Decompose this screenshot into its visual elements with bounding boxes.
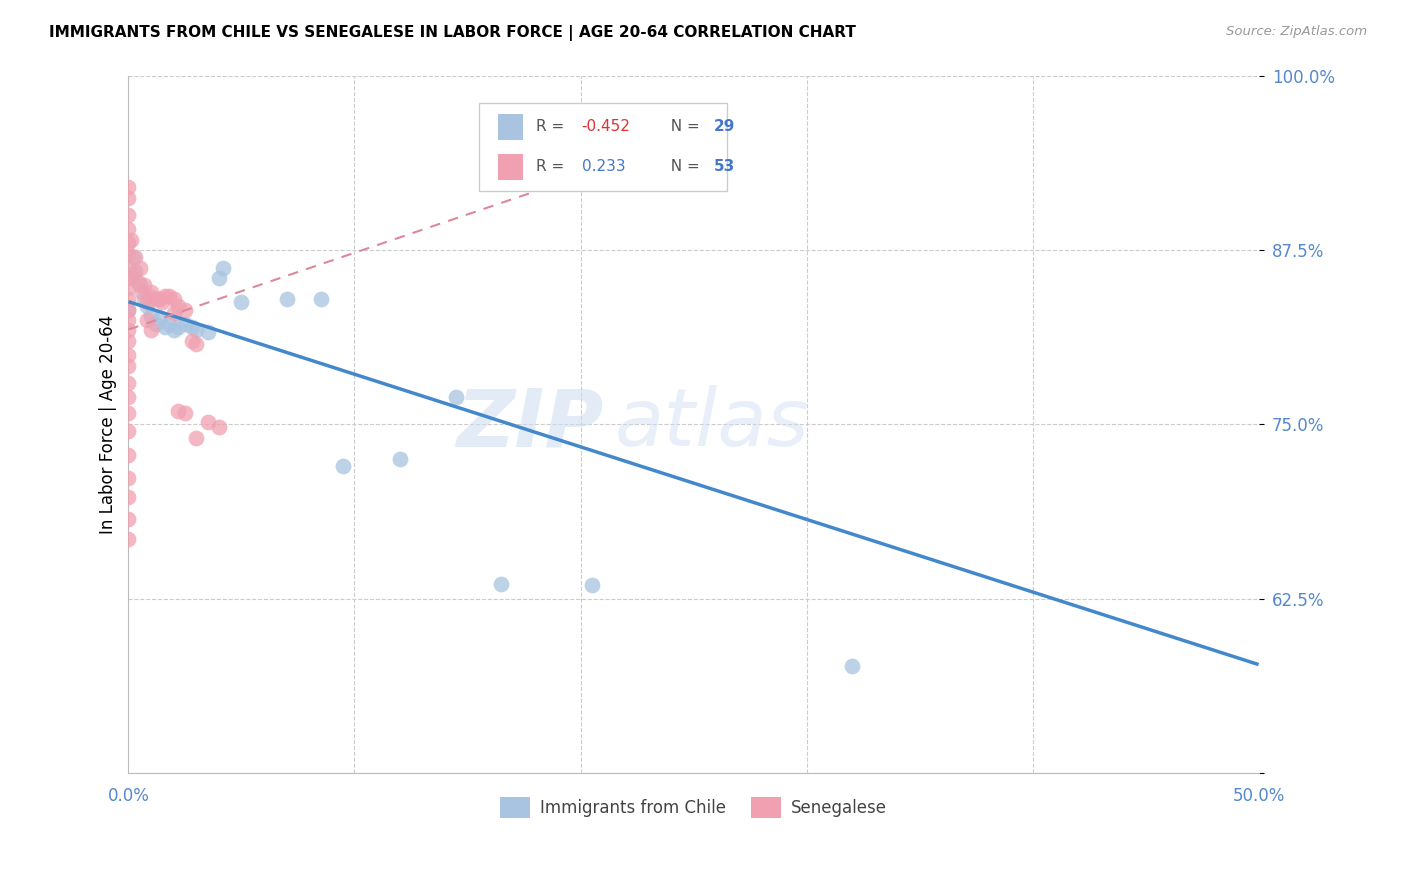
Text: ZIP: ZIP — [456, 385, 603, 464]
Y-axis label: In Labor Force | Age 20-64: In Labor Force | Age 20-64 — [100, 315, 117, 534]
Point — [117, 390, 139, 404]
Text: 53: 53 — [714, 160, 735, 175]
Point — [153, 289, 176, 303]
Point — [124, 250, 146, 264]
Text: N =: N = — [661, 160, 704, 175]
Point — [117, 359, 139, 373]
Point — [117, 406, 139, 420]
Point — [197, 326, 219, 340]
Point — [135, 313, 157, 327]
Point — [388, 452, 411, 467]
Point — [117, 490, 139, 504]
Text: IMMIGRANTS FROM CHILE VS SENEGALESE IN LABOR FORCE | AGE 20-64 CORRELATION CHART: IMMIGRANTS FROM CHILE VS SENEGALESE IN L… — [49, 25, 856, 41]
FancyBboxPatch shape — [479, 103, 727, 191]
Point — [145, 292, 167, 306]
Point — [117, 334, 139, 348]
Point — [167, 299, 190, 313]
Point — [444, 390, 467, 404]
Point — [117, 303, 139, 318]
Text: R =: R = — [537, 120, 569, 135]
Point — [208, 271, 231, 285]
Point — [117, 470, 139, 484]
Point — [128, 277, 150, 292]
Point — [145, 317, 167, 331]
Point — [163, 292, 186, 306]
Point — [117, 322, 139, 336]
Point — [117, 425, 139, 439]
Point — [150, 294, 173, 309]
Point — [231, 294, 253, 309]
Point — [117, 532, 139, 546]
Point — [117, 303, 139, 318]
Point — [186, 432, 208, 446]
Point — [117, 271, 139, 285]
Point — [120, 271, 142, 285]
Point — [186, 336, 208, 351]
Text: Source: ZipAtlas.com: Source: ZipAtlas.com — [1226, 25, 1367, 38]
Point — [134, 292, 156, 306]
Point — [180, 319, 202, 334]
Text: -0.452: -0.452 — [582, 120, 630, 135]
Point — [491, 576, 513, 591]
Text: 0.233: 0.233 — [582, 160, 626, 175]
Point — [149, 292, 172, 306]
Point — [117, 261, 139, 276]
Point — [167, 403, 190, 417]
Point — [124, 264, 146, 278]
Point — [131, 285, 153, 299]
Point — [174, 406, 197, 420]
Bar — [498, 153, 523, 180]
Point — [117, 247, 139, 261]
Point — [117, 313, 139, 327]
Point — [117, 512, 139, 526]
Point — [174, 317, 197, 331]
Legend: Immigrants from Chile, Senegalese: Immigrants from Chile, Senegalese — [494, 790, 894, 824]
Point — [212, 261, 235, 276]
Text: N =: N = — [661, 120, 704, 135]
Text: 29: 29 — [714, 120, 735, 135]
Point — [117, 235, 139, 250]
Point — [122, 267, 145, 281]
Point — [120, 233, 142, 247]
Point — [138, 289, 160, 303]
Point — [117, 222, 139, 236]
Point — [135, 294, 157, 309]
Point — [134, 277, 156, 292]
Point — [174, 303, 197, 318]
Point — [197, 415, 219, 429]
Point — [128, 261, 150, 276]
Point — [117, 448, 139, 462]
Point — [180, 334, 202, 348]
Point — [841, 659, 863, 673]
Point — [309, 292, 332, 306]
Point — [139, 309, 162, 323]
Point — [149, 311, 172, 326]
Point — [581, 578, 603, 592]
Point — [163, 306, 186, 320]
Point — [153, 319, 176, 334]
Point — [139, 322, 162, 336]
Bar — [498, 113, 523, 140]
Point — [117, 281, 139, 295]
Point — [208, 420, 231, 434]
Point — [117, 180, 139, 194]
Point — [117, 348, 139, 362]
Point — [163, 322, 186, 336]
Point — [332, 459, 354, 474]
Point — [135, 299, 157, 313]
Point — [122, 250, 145, 264]
Point — [157, 317, 180, 331]
Point — [167, 319, 190, 334]
Point — [127, 275, 149, 289]
Point — [157, 289, 180, 303]
Text: atlas: atlas — [614, 385, 810, 464]
Point — [117, 376, 139, 390]
Point — [276, 292, 298, 306]
Point — [117, 292, 139, 306]
Point — [117, 208, 139, 222]
Point — [117, 191, 139, 205]
Point — [139, 285, 162, 299]
Text: R =: R = — [537, 160, 569, 175]
Point — [186, 322, 208, 336]
